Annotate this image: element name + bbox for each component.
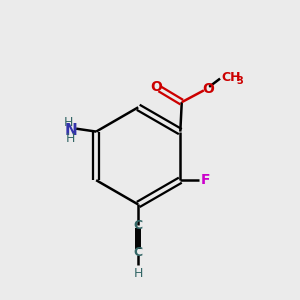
Text: H: H [64,116,73,129]
Text: N: N [65,123,77,138]
Text: O: O [202,82,214,96]
Text: H: H [134,267,143,280]
Text: C: C [134,220,142,232]
Text: 3: 3 [236,76,243,86]
Text: O: O [150,80,162,94]
Text: F: F [200,172,210,187]
Text: C: C [134,246,142,259]
Text: CH: CH [221,71,241,84]
Text: H: H [65,132,75,145]
